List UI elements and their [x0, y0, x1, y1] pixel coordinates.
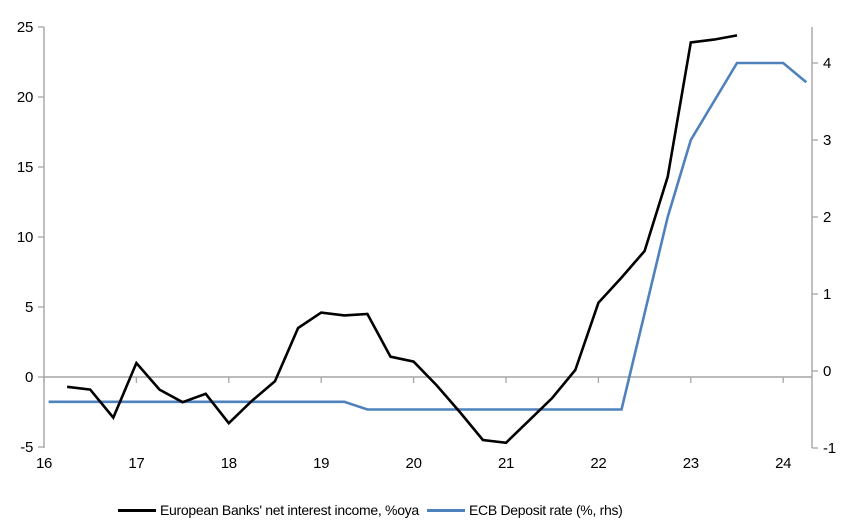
right-axis-tick-label: 3 — [823, 132, 831, 149]
x-axis-tick-label: 20 — [406, 455, 422, 472]
right-axis-tick-label: 4 — [823, 55, 831, 72]
left-axis-tick-label: 0 — [25, 369, 33, 386]
left-axis-tick-label: 5 — [25, 299, 33, 316]
right-axis-tick-label: 2 — [823, 209, 831, 226]
x-axis-tick-label: 24 — [775, 455, 791, 472]
x-axis-tick-label: 16 — [36, 455, 52, 472]
x-axis-tick-label: 23 — [683, 455, 699, 472]
left-axis-tick-label: 15 — [17, 159, 33, 176]
x-axis-tick-label: 22 — [590, 455, 606, 472]
right-axis-tick-label: -1 — [823, 440, 836, 457]
x-axis-tick-label: 21 — [498, 455, 514, 472]
legend-item-net-interest-income: European Banks' net interest income, %oy… — [118, 499, 419, 521]
left-axis-tick-label: -5 — [20, 439, 33, 456]
x-axis-tick-label: 19 — [313, 455, 329, 472]
left-axis-tick-label: 10 — [17, 229, 33, 246]
right-axis-tick-label: 1 — [823, 286, 831, 303]
legend-label: European Banks' net interest income, %oy… — [160, 502, 419, 518]
right-axis-tick-label: 0 — [823, 363, 831, 380]
x-axis-tick-label: 18 — [221, 455, 237, 472]
legend-label: ECB Deposit rate (%, rhs) — [469, 502, 623, 518]
series-line-net-interest-income — [66, 34, 738, 445]
series-line-ecb-deposit-rate — [48, 61, 808, 411]
legend-item-ecb-deposit-rate: ECB Deposit rate (%, rhs) — [427, 499, 623, 521]
left-axis-tick-label: 20 — [17, 89, 33, 106]
legend: European Banks' net interest income, %oy… — [0, 499, 852, 523]
x-axis-tick-label: 17 — [128, 455, 144, 472]
blue-line-swatch — [427, 508, 465, 512]
black-line-swatch — [118, 508, 156, 512]
left-axis-tick-label: 25 — [17, 19, 33, 36]
